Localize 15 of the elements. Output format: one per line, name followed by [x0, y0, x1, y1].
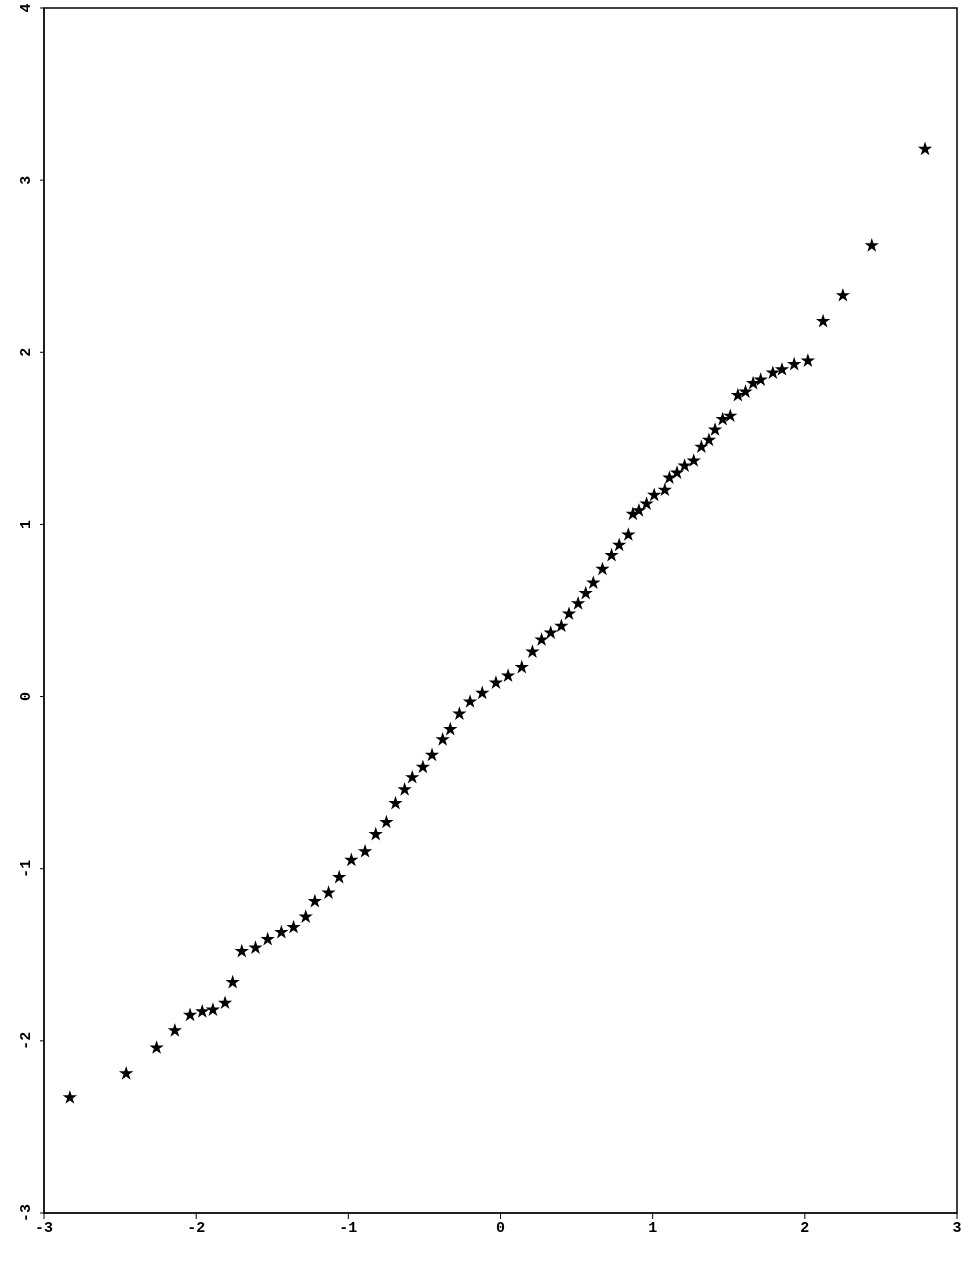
- x-tick-label: 2: [800, 1219, 810, 1237]
- y-tick-label: 0: [18, 692, 35, 702]
- y-tick-label: 4: [18, 3, 35, 13]
- y-tick-label: 1: [18, 519, 35, 529]
- x-tick-label: 1: [648, 1219, 658, 1237]
- y-tick-label: 3: [18, 175, 35, 185]
- y-tick-label: -3: [18, 1203, 35, 1223]
- x-tick-label: 3: [952, 1219, 962, 1237]
- y-tick-label: -2: [18, 1031, 35, 1050]
- x-tick-label: -1: [339, 1219, 358, 1237]
- x-tick-label: -3: [34, 1219, 54, 1237]
- x-tick-label: -2: [187, 1219, 206, 1237]
- x-tick-label: 0: [495, 1219, 506, 1237]
- y-tick-label: 2: [18, 347, 35, 357]
- y-tick-label: -1: [18, 859, 35, 878]
